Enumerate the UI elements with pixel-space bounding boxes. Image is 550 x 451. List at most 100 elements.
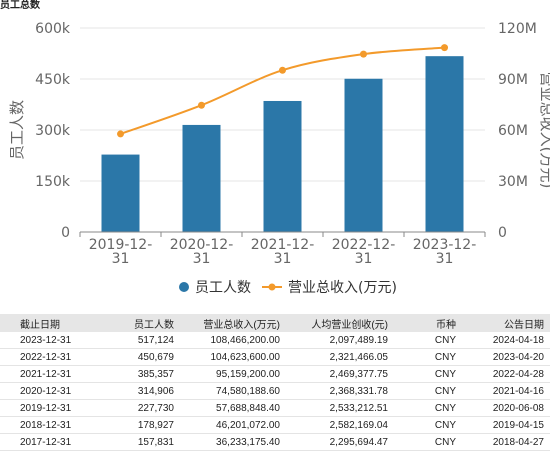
table-header-cell: 员工人数: [110, 314, 178, 332]
line-point: [117, 130, 124, 138]
left-tick-label: 0: [61, 225, 70, 241]
table-cell: 2019-12-31: [0, 399, 110, 417]
table-cell: CNY: [392, 382, 462, 400]
table-cell: 314,906: [110, 382, 178, 400]
right-tick-label: 60M: [498, 123, 528, 139]
table-header-cell: 人均营业创收(元): [284, 314, 392, 332]
bar: [344, 78, 383, 233]
table-cell: 517,124: [110, 332, 178, 349]
table-row: 2020-12-31 314,906 74,580,188.60 2,368,331.…: [0, 382, 550, 400]
table-cell: 2,321,466.05: [284, 348, 392, 366]
right-tick-label: 120M: [498, 21, 537, 37]
y-axis-label-right: 营业总收入(万元): [538, 72, 550, 189]
table-cell: 2023-04-20: [462, 348, 550, 366]
table-cell: 2020-12-31: [0, 382, 110, 400]
table-cell: 178,927: [110, 416, 178, 434]
table-cell: 108,466,200.00: [178, 332, 284, 349]
x-tick-label: 31: [436, 251, 454, 267]
table-cell: 104,623,600.00: [178, 348, 284, 366]
table-cell: 2018-12-31: [0, 416, 110, 434]
x-tick-label: 31: [274, 251, 292, 267]
table-cell: 157,831: [110, 433, 178, 451]
bar: [263, 100, 302, 232]
table-cell: CNY: [392, 348, 462, 366]
x-tick-label: 31: [355, 251, 373, 267]
x-tick-label: 2019-12-: [89, 237, 153, 253]
x-tick-label: 2020-12-: [170, 237, 234, 253]
left-tick-label: 450k: [35, 72, 71, 88]
line-point: [360, 50, 367, 58]
left-tick-label: 600k: [35, 21, 71, 37]
line-point: [441, 44, 448, 52]
line-series: [117, 44, 448, 138]
table-cell: 95,159,200.00: [178, 365, 284, 383]
legend: 员工人数 营业总收入(万元): [179, 280, 397, 296]
right-axis: 0 30M 60M 90M 120M: [498, 21, 537, 241]
y-axis-label-left: 员工人数: [8, 100, 26, 160]
x-tick-label: 31: [112, 251, 130, 267]
table-cell: 2,533,212.51: [284, 399, 392, 417]
table-cell: 2020-06-08: [462, 399, 550, 417]
table-cell: 2022-12-31: [0, 348, 110, 366]
table-header-cell: 截止日期: [0, 314, 110, 332]
x-tick-label: 2021-12-: [251, 237, 315, 253]
line-point: [198, 101, 205, 109]
table-row: 2022-12-31 450,679 104,623,600.00 2,321,466…: [0, 348, 550, 366]
line-point: [279, 66, 286, 74]
legend-label: 员工人数: [195, 280, 251, 296]
left-axis: 0 150k 300k 450k 600k: [35, 21, 71, 241]
x-tick-label: 2022-12-: [332, 237, 396, 253]
bar: [182, 124, 221, 232]
legend-label: 营业总收入(万元): [288, 280, 397, 296]
table-header-cell: 营业总收入(万元): [178, 314, 284, 332]
table-cell: 2024-04-18: [462, 332, 550, 349]
table-cell: 57,688,848.40: [178, 399, 284, 417]
table-row: 2021-12-31 385,357 95,159,200.00 2,469,377.…: [0, 365, 550, 383]
table-cell: 385,357: [110, 365, 178, 383]
table-cell: 450,679: [110, 348, 178, 366]
chart: 0 150k 300k 450k 600k 0 30M 60M 90M 120M 2019-12…: [8, 21, 550, 296]
legend-marker-line-dot: [268, 283, 276, 291]
table-header-cell: 公告日期: [462, 314, 550, 332]
x-tick-label: 2023-12-: [413, 237, 477, 253]
table-cell: 2019-04-15: [462, 416, 550, 434]
table-cell: 74,580,188.60: [178, 382, 284, 400]
left-tick-label: 300k: [35, 123, 71, 139]
table-cell: 2018-04-27: [462, 433, 550, 451]
x-axis: 2019-12-312020-12-312021-12-312022-12-31…: [79, 231, 486, 267]
table-cell: 2,097,489.19: [284, 332, 392, 349]
table-header-cell: 币种: [392, 314, 462, 332]
bar-series: [101, 56, 464, 233]
chart-title: 员工总数: [0, 0, 40, 11]
table-row: 2019-12-31 227,730 57,688,848.40 2,533,212.…: [0, 399, 550, 417]
table-cell: 36,233,175.40: [178, 433, 284, 451]
table-cell: 227,730: [110, 399, 178, 417]
table-cell: 2,469,377.75: [284, 365, 392, 383]
table-cell: CNY: [392, 332, 462, 349]
x-tick-label: 31: [193, 251, 211, 267]
table-cell: 2021-12-31: [0, 365, 110, 383]
right-tick-label: 30M: [498, 174, 528, 190]
table-cell: 2,368,331.78: [284, 382, 392, 400]
table-cell: 2017-12-31: [0, 433, 110, 451]
table-cell: CNY: [392, 399, 462, 417]
legend-marker-bar: [179, 282, 189, 292]
table-cell: 2023-12-31: [0, 332, 110, 349]
table-cell: CNY: [392, 433, 462, 451]
right-tick-label: 90M: [498, 72, 528, 88]
left-tick-label: 150k: [35, 174, 71, 190]
table-header-row: 截止日期 员工人数 营业总收入(万元) 人均营业创收(元) 币种 公告日期: [0, 314, 550, 332]
table-row: 2023-12-31 517,124 108,466,200.00 2,097,489…: [0, 332, 550, 349]
table-row: 2018-12-31 178,927 46,201,072.00 2,582,169.…: [0, 416, 550, 434]
table-cell: CNY: [392, 416, 462, 434]
data-table: 截止日期 员工人数 营业总收入(万元) 人均营业创收(元) 币种 公告日期 2023-12…: [0, 314, 550, 451]
table-row: 2017-12-31 157,831 36,233,175.40 2,295,694.…: [0, 433, 550, 451]
table-cell: 46,201,072.00: [178, 416, 284, 434]
table-cell: 2021-04-16: [462, 382, 550, 400]
table-cell: 2,582,169.04: [284, 416, 392, 434]
bar: [425, 56, 464, 232]
right-tick-label: 0: [498, 225, 507, 241]
table-cell: 2,295,694.47: [284, 433, 392, 451]
table-cell: 2022-04-28: [462, 365, 550, 383]
bar: [101, 154, 140, 232]
